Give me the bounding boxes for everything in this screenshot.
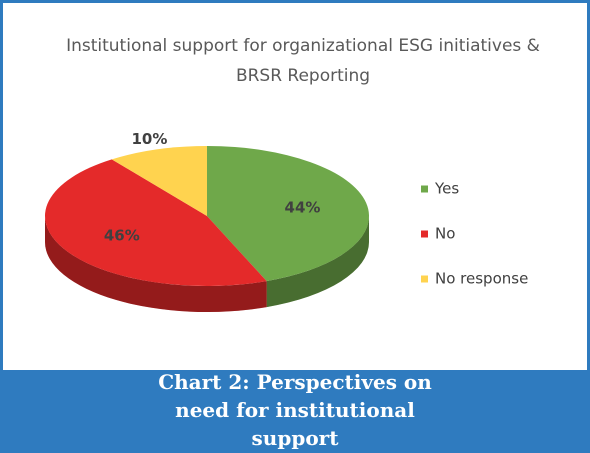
slice-side xyxy=(266,216,369,308)
slice xyxy=(207,146,369,282)
data-label: 46% xyxy=(104,227,140,245)
chart: 44% 46% 10% Yes No No response xyxy=(44,130,528,312)
slice xyxy=(111,146,207,216)
chart-title: Institutional support for organizational… xyxy=(66,36,540,86)
legend-marker xyxy=(421,185,428,193)
legend-label: No response xyxy=(435,270,528,288)
legend-marker xyxy=(421,275,428,283)
slice-side xyxy=(45,216,267,312)
slice-side-shade xyxy=(45,216,267,312)
slice-side-shade xyxy=(266,216,369,308)
slice xyxy=(44,159,267,286)
data-label: 10% xyxy=(131,130,167,148)
legend-label: No xyxy=(435,225,455,243)
legend-marker xyxy=(421,230,428,238)
caption: Chart 2: Perspectives on need for instit… xyxy=(158,370,432,450)
caption-band: Chart 2: Perspectives on need for instit… xyxy=(3,370,587,450)
data-label: 44% xyxy=(285,199,321,217)
legend-label: Yes xyxy=(434,180,459,198)
